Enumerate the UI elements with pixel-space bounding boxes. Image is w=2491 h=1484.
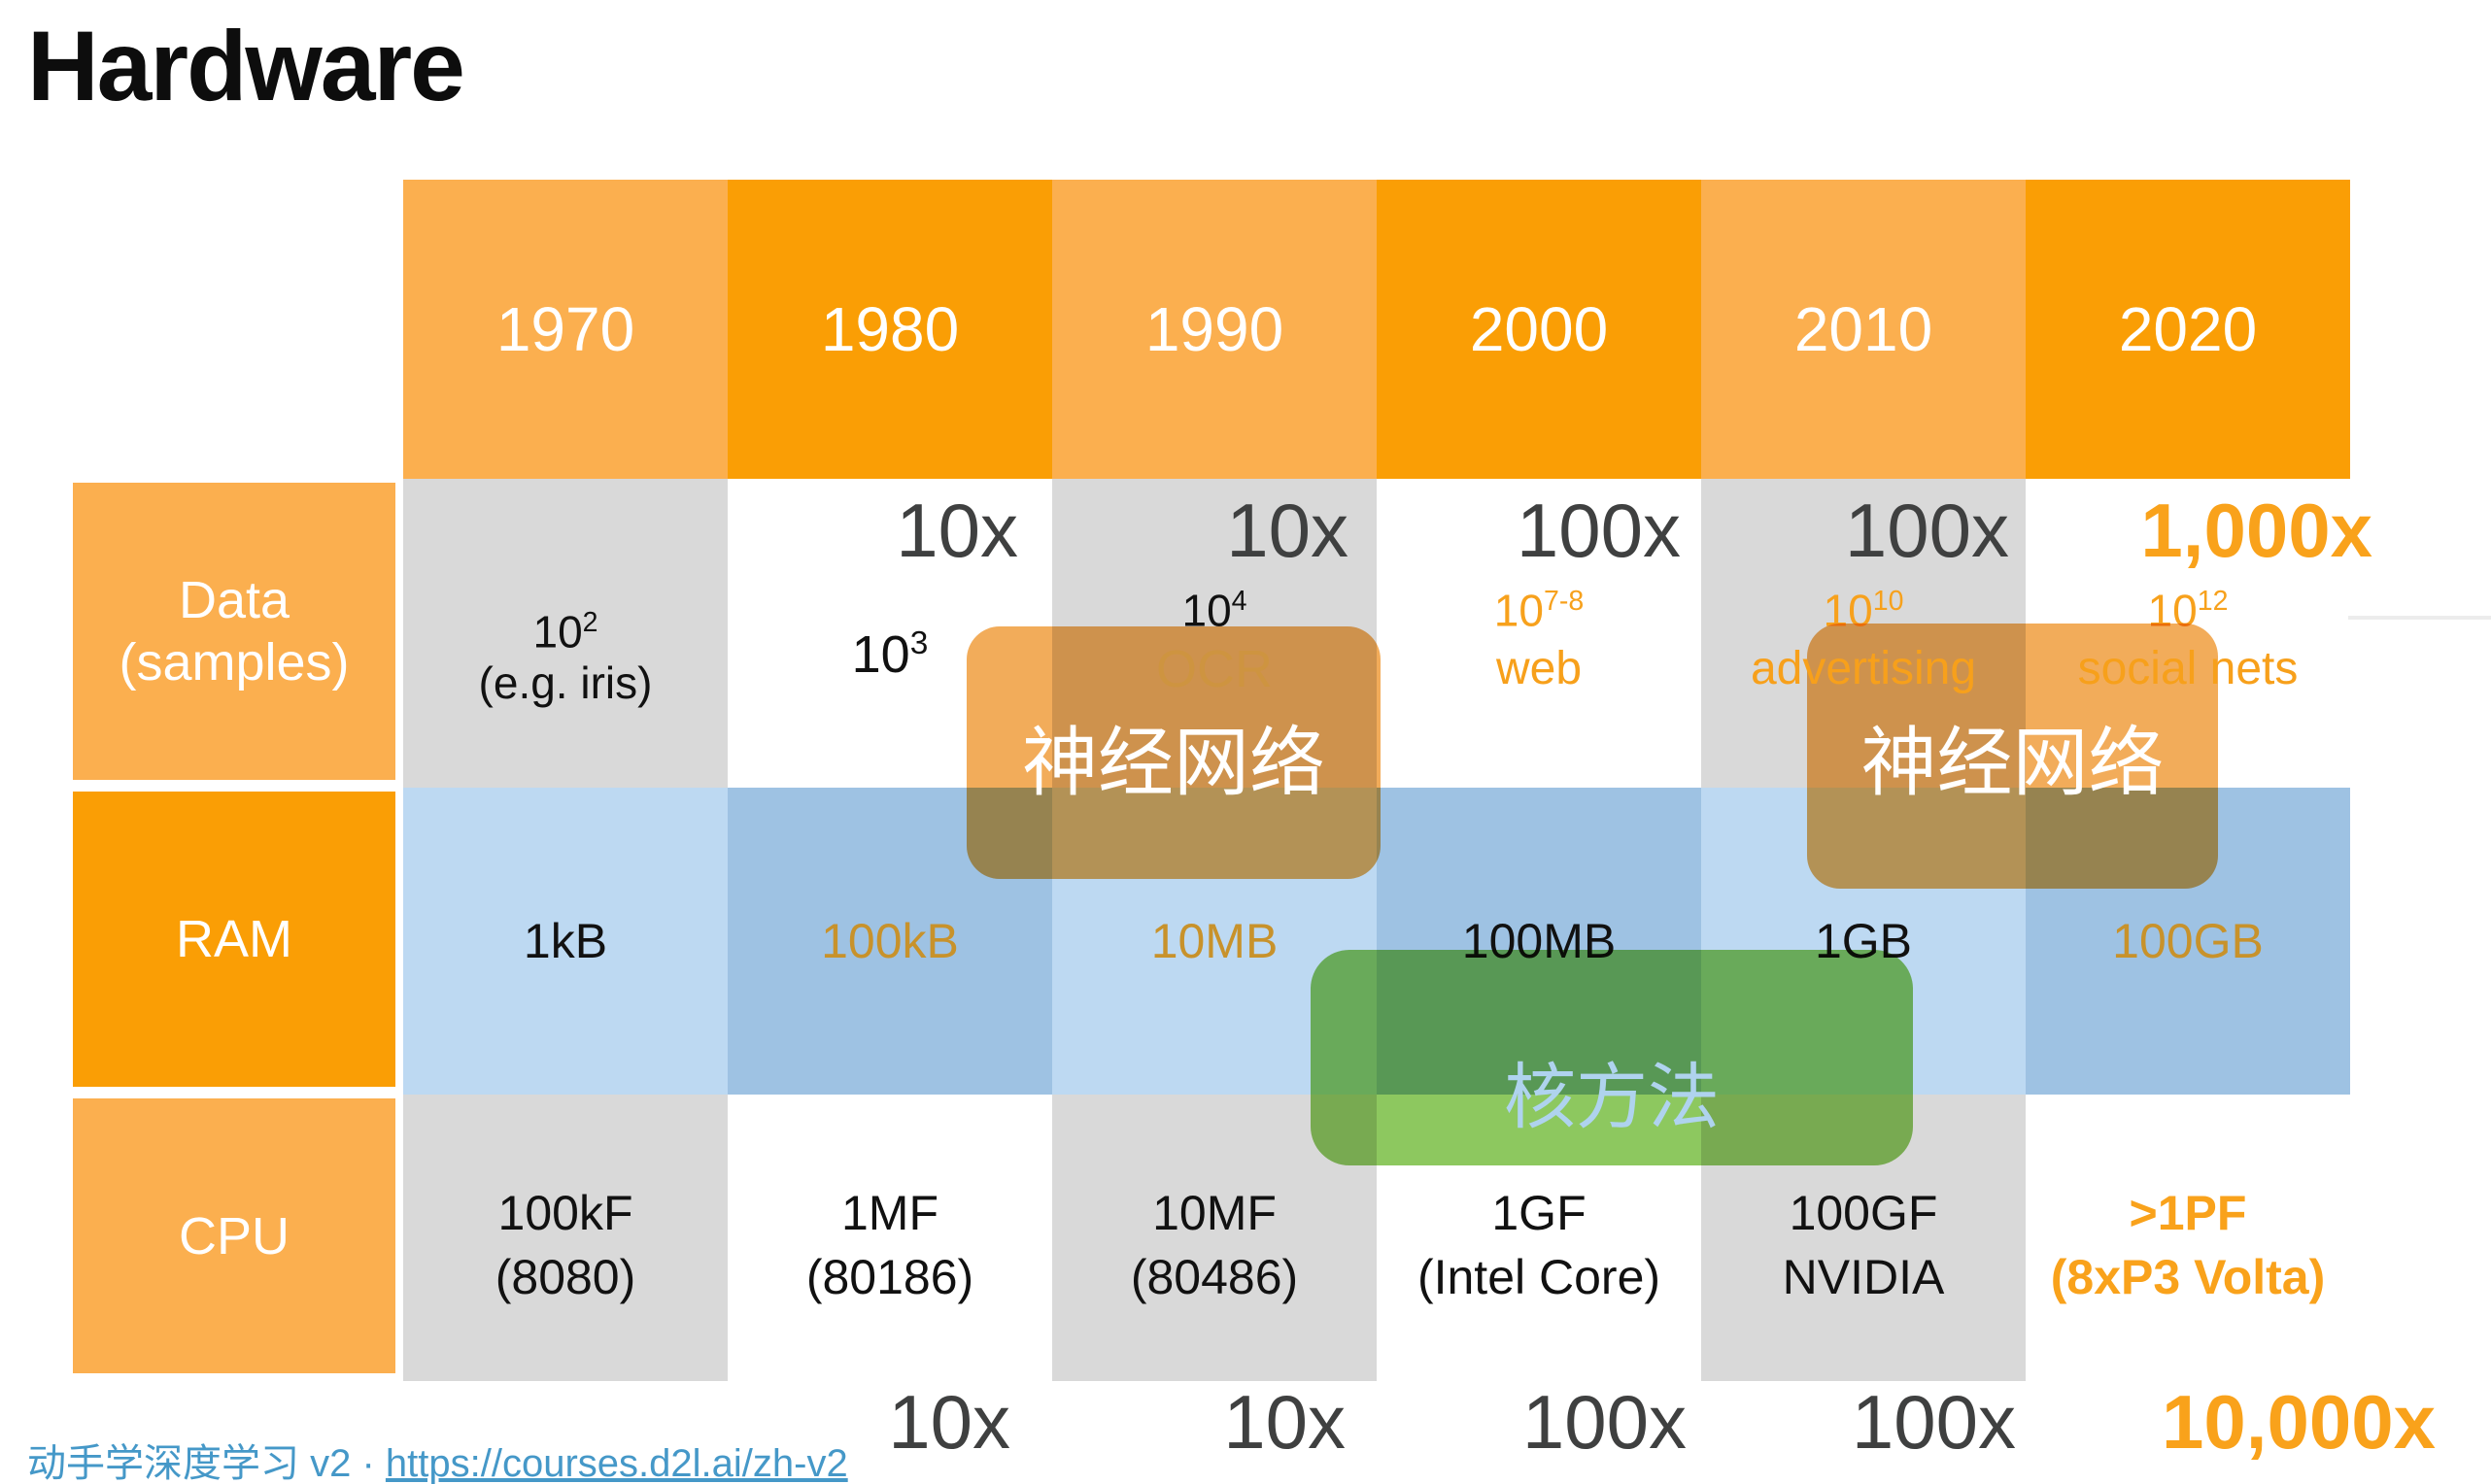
- hardware-table: 1970 1980 1990 2000 2010 2020 Data (samp…: [73, 180, 2372, 1381]
- cpu-cell-1970: 100kF (8080): [403, 1095, 728, 1381]
- cpu-flops-value: 1GF: [1491, 1185, 1587, 1240]
- cpu-cell-1990: 10MF (80486): [1052, 1095, 1377, 1381]
- page-title: Hardware: [27, 11, 465, 121]
- cpu-growth-multiplier: 10x: [888, 1379, 1010, 1465]
- data-growth-multiplier: 100x: [1516, 488, 1681, 573]
- course-title: 动手学深度学习 v2: [27, 1442, 352, 1484]
- year-header-1970: 1970: [403, 180, 728, 479]
- cpu-chip-label: (8080): [495, 1249, 636, 1304]
- data-example-label: OCR: [1156, 640, 1273, 698]
- cpu-chip-label: NVIDIA: [1782, 1249, 1945, 1304]
- cpu-chip-label: (8xP3 Volta): [2050, 1249, 2326, 1304]
- course-link[interactable]: https://courses.d2l.ai/zh-v2: [385, 1442, 848, 1484]
- year-header-1980: 1980: [728, 180, 1052, 479]
- neural-network-overlay-box: [967, 626, 1381, 879]
- data-samples-value: 107-8: [1493, 585, 1585, 636]
- data-samples-value: 103: [851, 625, 929, 684]
- cpu-chip-label: (80486): [1130, 1249, 1299, 1304]
- row-label-data: Data (samples): [73, 483, 395, 780]
- data-growth-multiplier: 1,000x: [2140, 488, 2372, 573]
- year-header-1990: 1990: [1052, 180, 1377, 479]
- cpu-cell-2020: >1PF (8xP3 Volta): [2026, 1095, 2350, 1381]
- data-cell-2000: 100x 107-8 web: [1377, 479, 1701, 788]
- year-header-2010: 2010: [1701, 180, 2026, 479]
- data-samples-value: 102: [532, 606, 598, 658]
- data-example-label: web: [1495, 643, 1583, 694]
- cpu-chip-label: (Intel Core): [1416, 1249, 1661, 1304]
- data-cell-1970: 102 (e.g. iris): [403, 479, 728, 788]
- data-example-label: advertising: [1750, 643, 1977, 694]
- cpu-cell-1980: 1MF (80186): [728, 1095, 1052, 1381]
- cpu-flops-value: 100kF: [497, 1185, 633, 1240]
- divider-line: [2348, 616, 2491, 620]
- row-label-cpu: CPU: [73, 1098, 395, 1373]
- row-label-ram: RAM: [73, 792, 395, 1087]
- kernel-methods-overlay-box: [1311, 950, 1913, 1165]
- neural-network-label: 神经网络: [1021, 720, 1325, 805]
- cpu-flops-value: 1MF: [841, 1185, 938, 1240]
- year-header-2000: 2000: [1377, 180, 1701, 479]
- cpu-growth-multiplier: 100x: [1521, 1379, 1687, 1465]
- cpu-growth-multiplier: 10x: [1223, 1379, 1346, 1465]
- year-header-2020: 2020: [2026, 180, 2350, 479]
- footer: 动手学深度学习 v2 · https://courses.d2l.ai/zh-v…: [27, 1432, 848, 1484]
- neural-network-label: 神经网络: [1860, 720, 2165, 805]
- footer-separator: ·: [351, 1442, 386, 1484]
- cpu-flops-value: 100GF: [1789, 1185, 1938, 1240]
- ram-cell-1970: 1kB: [403, 788, 728, 1095]
- cpu-growth-multiplier: 100x: [1851, 1379, 2016, 1465]
- cpu-flops-value: 10MF: [1152, 1185, 1277, 1240]
- cpu-flops-value: >1PF: [2129, 1185, 2247, 1240]
- corner-cell: [73, 180, 403, 479]
- data-growth-multiplier: 10x: [1226, 488, 1348, 573]
- data-growth-multiplier: 100x: [1844, 488, 2009, 573]
- data-example-label: social nets: [2077, 643, 2299, 694]
- data-growth-multiplier: 10x: [896, 488, 1018, 573]
- cpu-chip-label: (80186): [805, 1249, 974, 1304]
- kernel-methods-label: 核方法: [1504, 1057, 1720, 1137]
- neural-network-overlay-box: [1807, 624, 2218, 889]
- data-example-label: (e.g. iris): [478, 658, 653, 708]
- cpu-growth-multiplier: 10,000x: [2162, 1379, 2436, 1465]
